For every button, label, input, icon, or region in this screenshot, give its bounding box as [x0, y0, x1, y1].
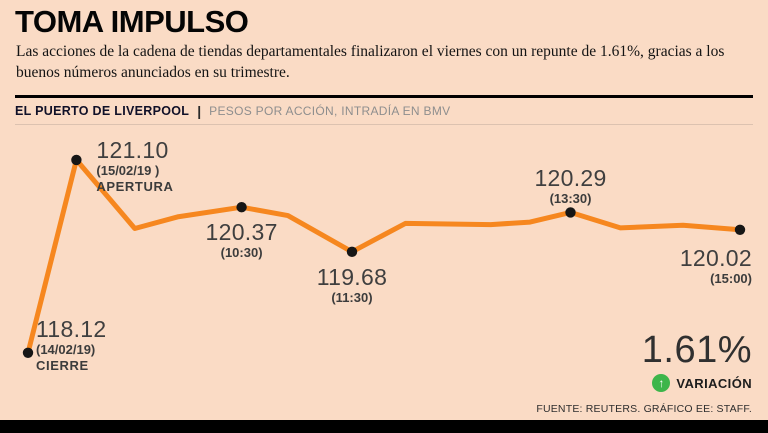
point-label-cierre: 118.12 (14/02/19) CIERRE — [36, 315, 107, 374]
separator-bar: | — [197, 103, 202, 119]
source-credit: FUENTE: REUTERS. GRÁFICO EE: STAFF. — [536, 403, 752, 415]
point-price: 121.10 — [96, 136, 169, 163]
header-rule-thin — [15, 124, 753, 125]
price-chart: 118.12 (14/02/19) CIERRE 121.10 (15/02/19 ) A… — [0, 128, 768, 400]
header-rule — [15, 95, 753, 98]
point-time: (14/02/19) — [36, 341, 96, 357]
variation-label: VARIACIÓN — [676, 375, 752, 391]
point-price: 119.68 — [316, 263, 388, 290]
data-point-dot-t1330 — [565, 207, 576, 218]
variation-caption-row: ↑ VARIACIÓN — [642, 374, 752, 392]
point-label-apertura: 121.10 (15/02/19 ) APERTURA — [96, 136, 174, 195]
variation-value: 1.61% — [641, 329, 752, 371]
point-time: (10:30) — [220, 245, 263, 261]
point-price: 120.29 — [534, 165, 607, 192]
company-name: EL PUERTO DE LIVERPOOL — [15, 104, 190, 118]
point-price: 120.37 — [205, 219, 278, 246]
price-line — [25, 157, 743, 356]
point-price: 120.02 — [679, 244, 752, 271]
point-time: (11:30) — [331, 289, 373, 305]
point-caption: APERTURA — [96, 178, 174, 194]
point-time: (13:30) — [549, 191, 592, 207]
point-caption: CIERRE — [36, 357, 89, 373]
point-time: (15:00) — [710, 270, 752, 286]
data-point-dot-t1030 — [236, 202, 247, 213]
point-label-t1330: 120.29 (13:30) — [534, 166, 606, 207]
data-point-dot-t1130 — [346, 246, 358, 257]
up-arrow-icon: ↑ — [652, 374, 671, 392]
chart-header: EL PUERTO DE LIVERPOOL | PESOS POR ACCIÓ… — [15, 103, 450, 119]
chart-units-label: PESOS POR ACCIÓN, INTRADÍA EN BMV — [209, 104, 451, 118]
bottom-bar — [0, 420, 768, 433]
point-time: (15/02/19 ) — [96, 162, 160, 178]
data-point-dot-t1500 — [734, 224, 746, 235]
data-point-dot-apertura — [71, 154, 82, 166]
point-label-t1030: 120.37 (10:30) — [206, 220, 278, 261]
price-line-svg — [22, 154, 746, 358]
data-point-dot-cierre — [22, 347, 34, 358]
deck-text: Las acciones de la cadena de tiendas dep… — [16, 43, 725, 81]
page-title: TOMA IMPULSO — [15, 4, 249, 39]
point-label-t1500: 120.02 (15:00) — [679, 244, 752, 287]
variation-block: 1.61% ↑ VARIACIÓN — [642, 330, 752, 392]
point-label-t1130: 119.68 (11:30) — [316, 263, 388, 306]
point-price: 118.12 — [36, 315, 107, 342]
